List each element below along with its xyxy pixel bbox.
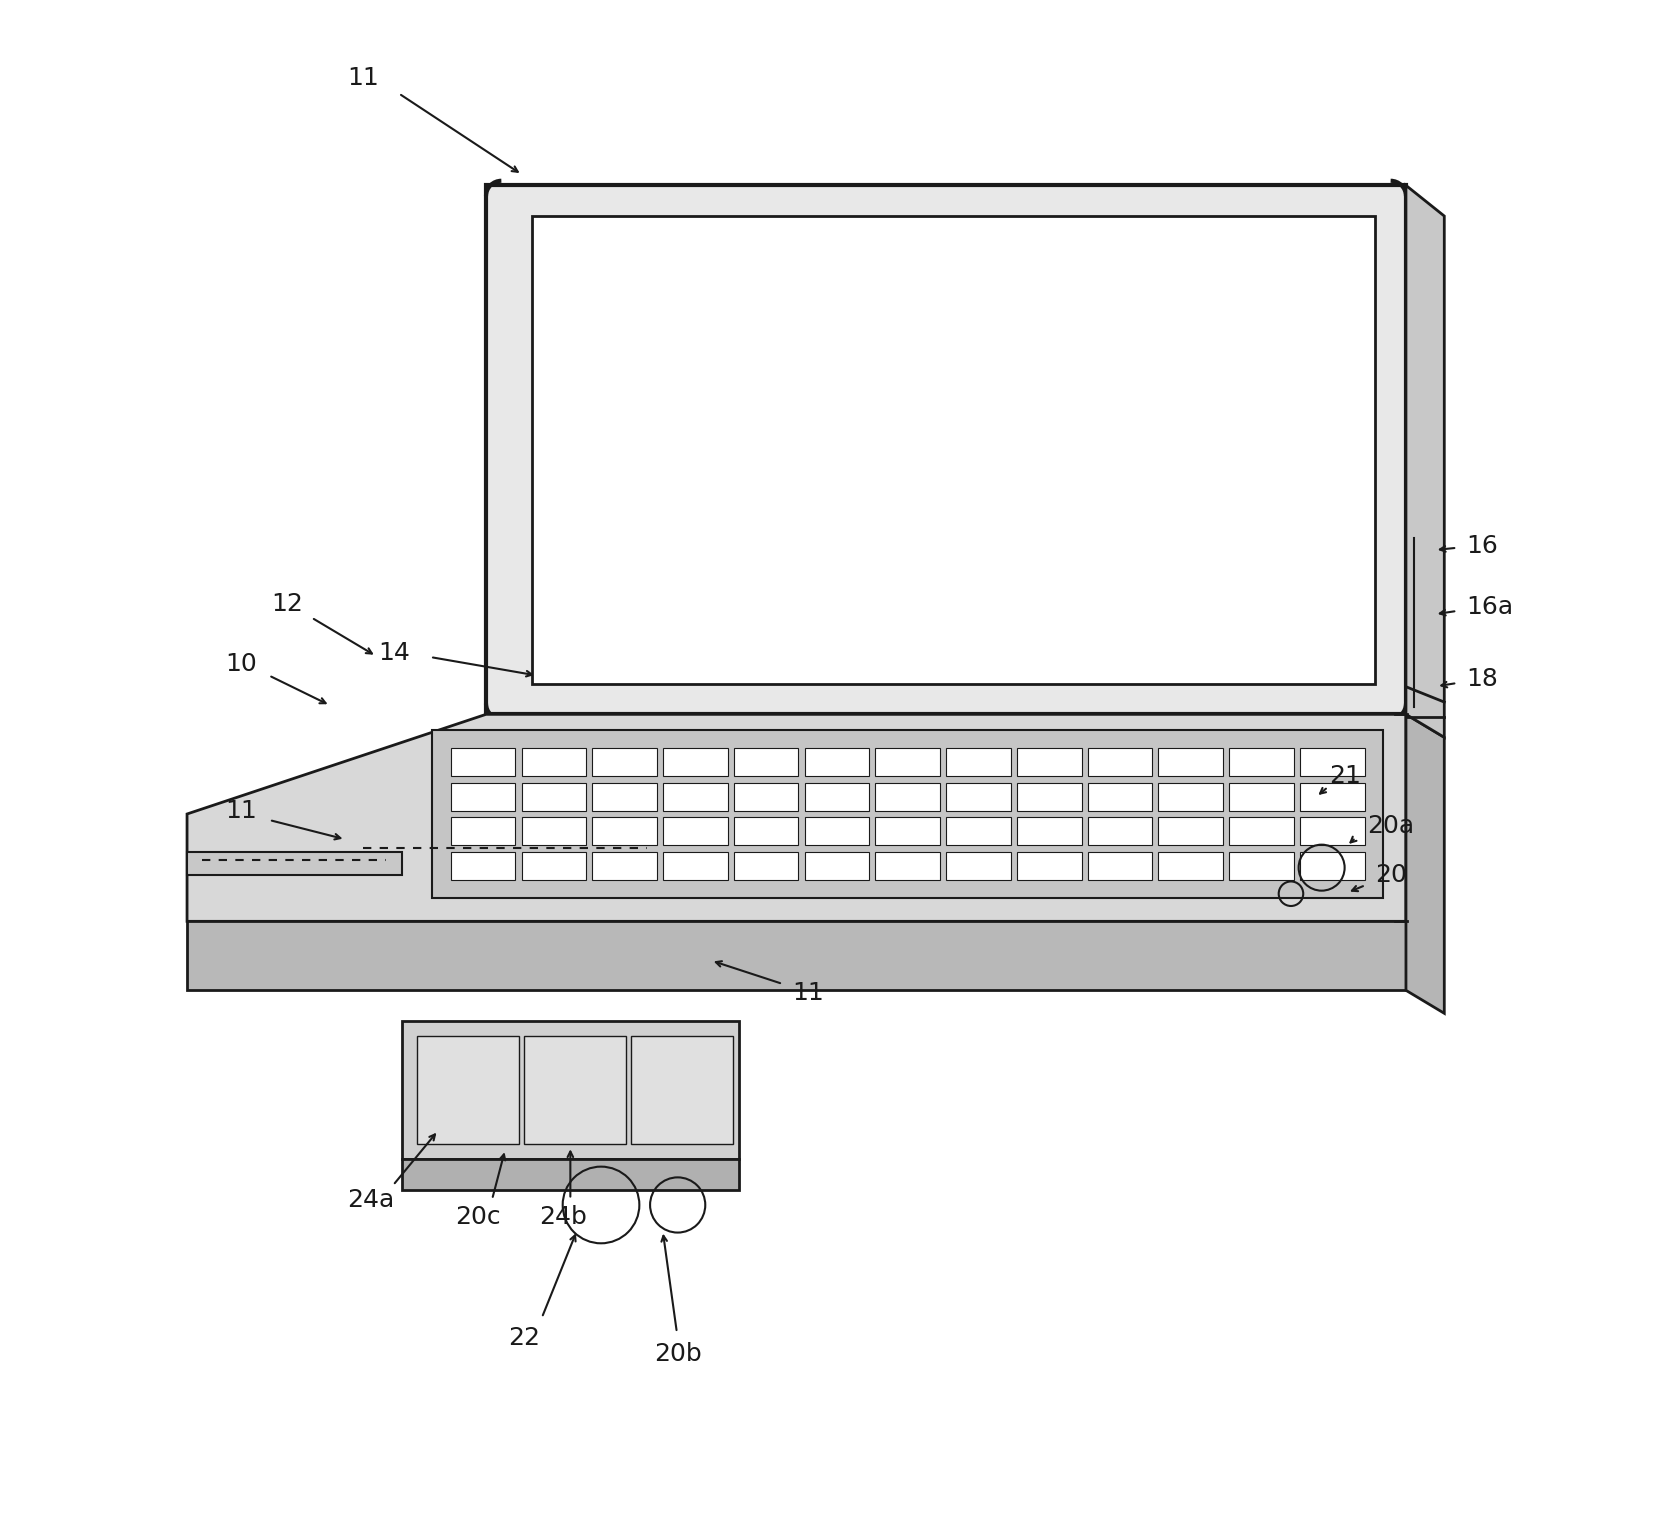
Polygon shape (1158, 817, 1223, 845)
Polygon shape (946, 782, 1010, 811)
Polygon shape (1230, 782, 1293, 811)
Polygon shape (1300, 782, 1365, 811)
Polygon shape (1300, 748, 1365, 776)
Polygon shape (735, 782, 798, 811)
Text: 24a: 24a (347, 1189, 394, 1212)
Polygon shape (1230, 748, 1293, 776)
Polygon shape (876, 748, 941, 776)
Text: 11: 11 (347, 66, 379, 91)
Polygon shape (1017, 748, 1082, 776)
Polygon shape (402, 1021, 740, 1160)
Polygon shape (663, 748, 728, 776)
Polygon shape (188, 714, 1406, 922)
Polygon shape (804, 782, 869, 811)
Polygon shape (592, 782, 656, 811)
Text: 16a: 16a (1468, 594, 1514, 619)
Polygon shape (946, 748, 1010, 776)
Polygon shape (804, 748, 869, 776)
Polygon shape (876, 851, 941, 880)
Polygon shape (735, 748, 798, 776)
Polygon shape (417, 1037, 519, 1144)
Text: 12: 12 (271, 591, 302, 616)
Text: 20b: 20b (653, 1341, 701, 1366)
Text: 20: 20 (1374, 863, 1406, 888)
Text: 11: 11 (793, 982, 824, 1006)
Polygon shape (1087, 817, 1152, 845)
Polygon shape (592, 748, 656, 776)
Polygon shape (450, 817, 515, 845)
Polygon shape (1300, 817, 1365, 845)
Text: 22: 22 (509, 1327, 540, 1350)
Text: 20a: 20a (1368, 814, 1414, 839)
Polygon shape (1300, 851, 1365, 880)
Polygon shape (402, 1160, 740, 1190)
Polygon shape (188, 852, 402, 876)
Polygon shape (1230, 851, 1293, 880)
Polygon shape (592, 851, 656, 880)
Polygon shape (663, 851, 728, 880)
Polygon shape (592, 817, 656, 845)
Polygon shape (522, 782, 587, 811)
Polygon shape (946, 851, 1010, 880)
Polygon shape (1406, 186, 1444, 737)
Polygon shape (876, 782, 941, 811)
Polygon shape (1158, 782, 1223, 811)
Polygon shape (524, 1037, 627, 1144)
Polygon shape (735, 851, 798, 880)
Text: 16: 16 (1466, 533, 1499, 558)
Polygon shape (804, 817, 869, 845)
Text: 21: 21 (1328, 763, 1361, 788)
Polygon shape (735, 817, 798, 845)
Text: 14: 14 (377, 641, 411, 665)
Polygon shape (1017, 782, 1082, 811)
Polygon shape (1406, 714, 1444, 1014)
Polygon shape (522, 851, 587, 880)
Text: 11: 11 (224, 799, 256, 823)
Polygon shape (804, 851, 869, 880)
Polygon shape (450, 782, 515, 811)
Polygon shape (522, 748, 587, 776)
Polygon shape (663, 782, 728, 811)
Polygon shape (450, 748, 515, 776)
Polygon shape (432, 730, 1383, 899)
Polygon shape (1158, 748, 1223, 776)
Polygon shape (522, 817, 587, 845)
Polygon shape (1087, 782, 1152, 811)
Polygon shape (1087, 851, 1152, 880)
Polygon shape (188, 922, 1406, 991)
Polygon shape (946, 817, 1010, 845)
Polygon shape (1158, 851, 1223, 880)
Polygon shape (1230, 817, 1293, 845)
Polygon shape (876, 817, 941, 845)
Polygon shape (663, 817, 728, 845)
Polygon shape (532, 217, 1374, 684)
Polygon shape (1017, 851, 1082, 880)
Text: 20c: 20c (455, 1206, 502, 1229)
Polygon shape (450, 851, 515, 880)
Text: 24b: 24b (538, 1206, 587, 1229)
Polygon shape (1087, 748, 1152, 776)
Text: 10: 10 (224, 651, 256, 676)
Text: 18: 18 (1466, 667, 1499, 691)
Polygon shape (1017, 817, 1082, 845)
Polygon shape (630, 1037, 733, 1144)
Polygon shape (485, 186, 1406, 714)
